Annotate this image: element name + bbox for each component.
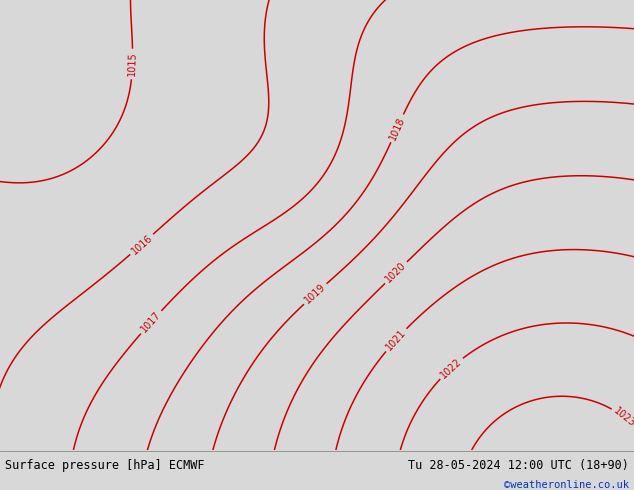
Text: 1020: 1020 [384, 261, 408, 285]
Text: Tu 28-05-2024 12:00 UTC (18+90): Tu 28-05-2024 12:00 UTC (18+90) [408, 460, 629, 472]
Text: 1021: 1021 [384, 327, 408, 352]
Text: 1023: 1023 [612, 406, 634, 429]
Text: ©weatheronline.co.uk: ©weatheronline.co.uk [504, 480, 629, 490]
Text: 1019: 1019 [303, 282, 328, 306]
Text: 1017: 1017 [139, 310, 163, 335]
Text: 1022: 1022 [439, 356, 463, 380]
Text: 1016: 1016 [129, 232, 154, 256]
Text: 1015: 1015 [127, 51, 138, 76]
Text: 1018: 1018 [387, 115, 406, 142]
Text: Surface pressure [hPa] ECMWF: Surface pressure [hPa] ECMWF [5, 460, 205, 472]
Text: 1024: 1024 [569, 466, 594, 490]
